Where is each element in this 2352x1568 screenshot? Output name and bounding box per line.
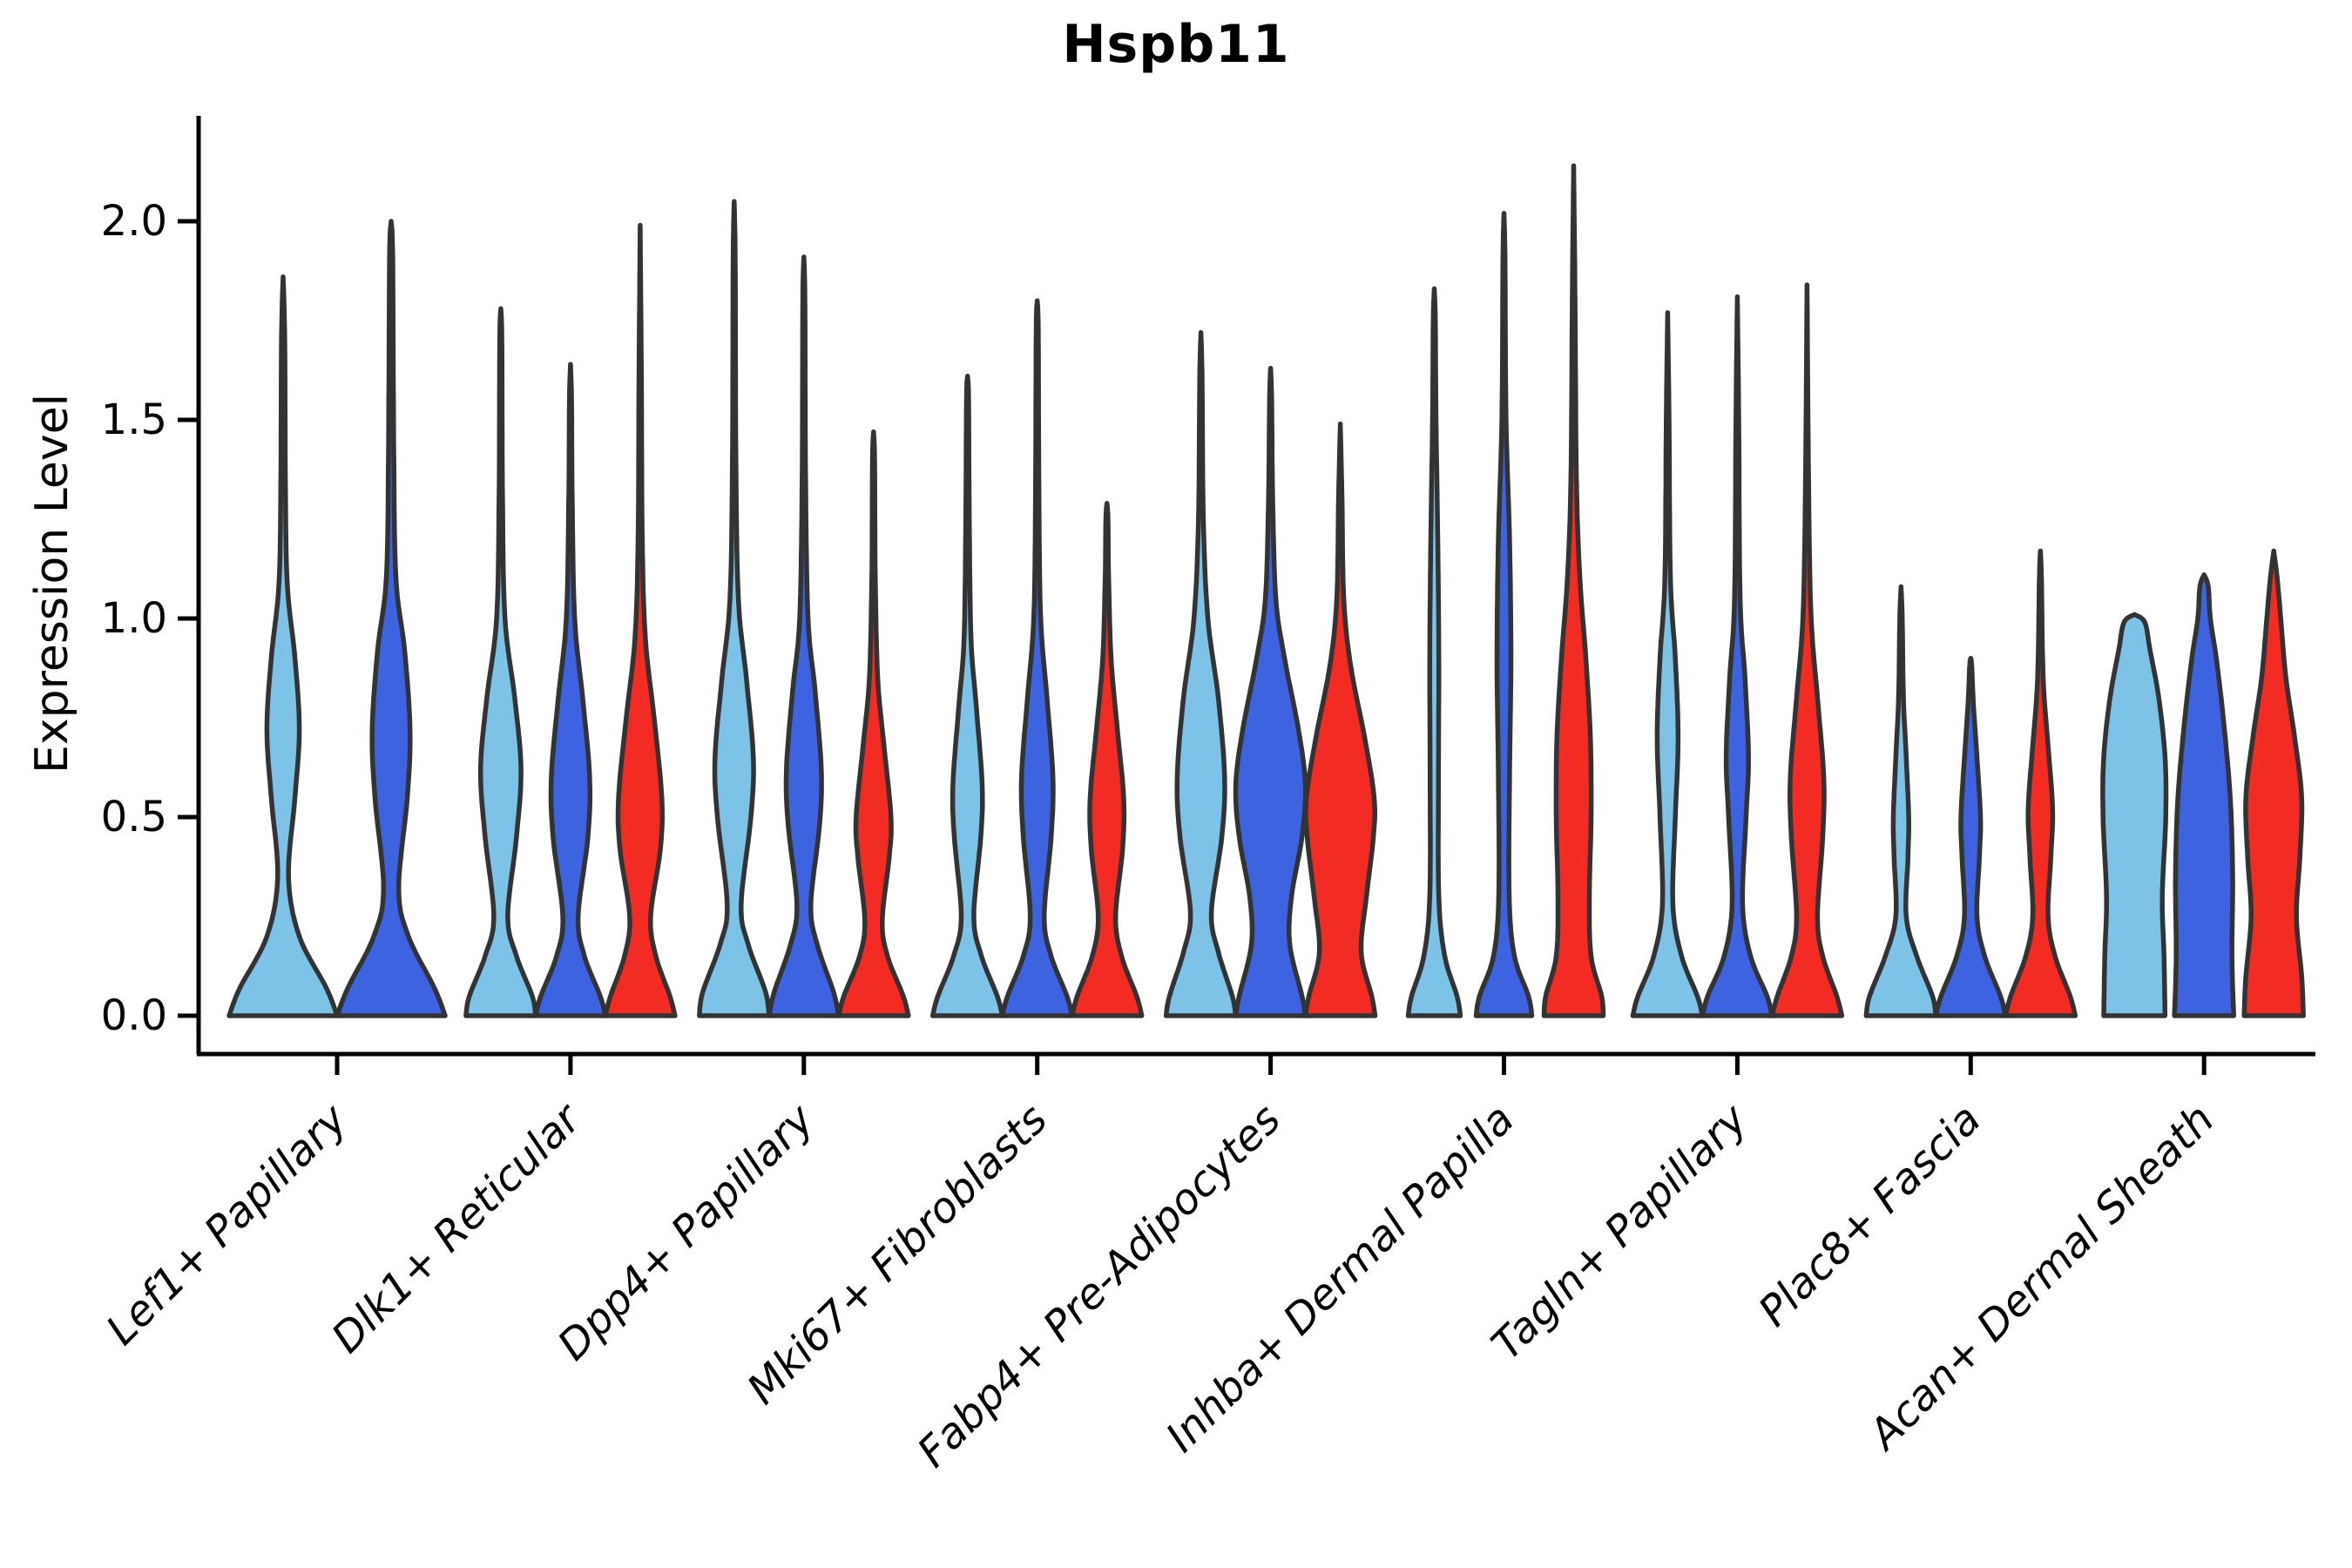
violin-6-red <box>1541 163 1606 1018</box>
x-tick-label: Dpp4+ Papillary <box>549 1094 824 1369</box>
y-tick-label: 1.5 <box>101 395 167 444</box>
violin-8-red <box>2003 548 2078 1018</box>
violin-3-dark_blue <box>767 254 841 1018</box>
violin-8-dark_blue <box>1933 655 2009 1018</box>
violin-2-red <box>603 222 678 1018</box>
violin-2-dark_blue <box>533 362 608 1018</box>
x-tick-label: Lef1+ Papillary <box>97 1094 357 1355</box>
violin-6-light_blue <box>1405 286 1463 1018</box>
x-tick-label: Tagln+ Papillary <box>1483 1094 1758 1369</box>
violin-4-dark_blue <box>999 298 1075 1018</box>
y-tick-label: 1.0 <box>101 594 167 643</box>
x-tick-label: Dlk1+ Reticular <box>322 1093 592 1363</box>
violin-5-red <box>1302 421 1378 1018</box>
violin-5-dark_blue <box>1233 365 1308 1018</box>
violin-9-light_blue <box>2100 612 2169 1018</box>
violin-7-light_blue <box>1630 310 1706 1018</box>
violin-4-red <box>1069 501 1145 1018</box>
y-tick-label: 0.5 <box>101 793 167 841</box>
violin-7-dark_blue <box>1700 294 1775 1018</box>
violin-9-dark_blue <box>2172 572 2236 1018</box>
violin-4-light_blue <box>929 374 1005 1018</box>
violin-7-red <box>1769 282 1845 1018</box>
x-tick-label: Plac8+ Fascia <box>1749 1095 1990 1336</box>
y-tick-label: 0.0 <box>101 991 167 1040</box>
violin-6-dark_blue <box>1473 211 1535 1018</box>
violin-3-light_blue <box>697 199 772 1018</box>
chart-title: Hspb11 <box>1062 14 1290 75</box>
violin-5-light_blue <box>1163 329 1239 1018</box>
violin-9-red <box>2241 548 2306 1018</box>
violin-8-light_blue <box>1863 584 1939 1018</box>
violin-2-light_blue <box>463 306 538 1018</box>
violin-1-dark_blue <box>335 219 448 1018</box>
violin-1-light_blue <box>226 274 340 1018</box>
violin-3-red <box>836 429 911 1018</box>
y-tick-label: 2.0 <box>101 197 167 246</box>
